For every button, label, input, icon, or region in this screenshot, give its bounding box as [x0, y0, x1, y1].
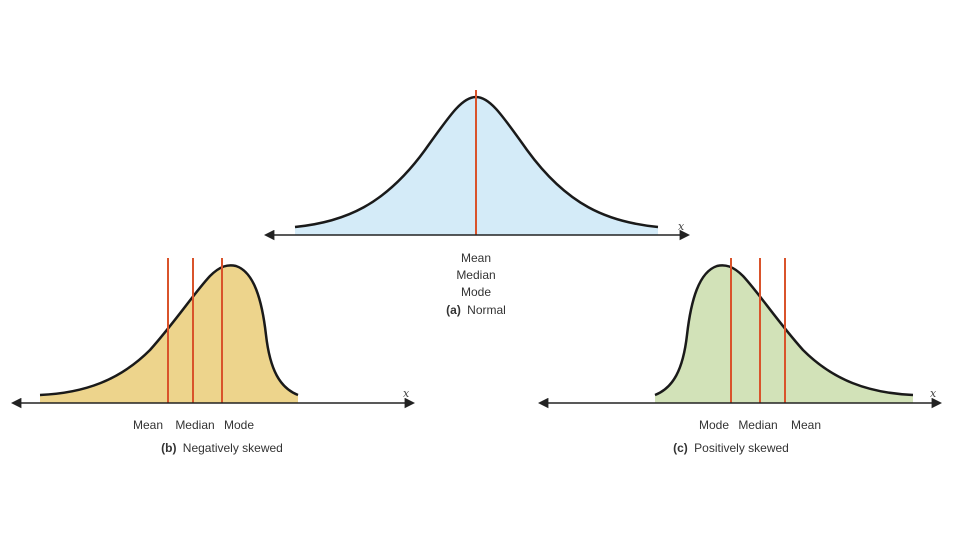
positive-stat-mode: Mode	[699, 418, 729, 432]
negative-caption: (b) Negatively skewed	[161, 441, 283, 455]
negative-x-axis-label: x	[403, 387, 410, 400]
negative-stat-mean: Mean	[133, 418, 163, 432]
negative-stat-median: Median	[175, 418, 214, 432]
positive-caption: (c) Positively skewed	[673, 441, 789, 455]
normal-caption: (a) Normal	[446, 303, 506, 317]
normal-distribution-panel: x Mean Median Mode (a) Normal	[263, 90, 691, 317]
positive-stat-mean: Mean	[791, 418, 821, 432]
negative-skew-panel: x Mean Median Mode (b) Negatively skewed	[10, 258, 416, 455]
negative-caption-text: Negatively skewed	[183, 441, 283, 455]
positive-caption-text: Positively skewed	[694, 441, 789, 455]
normal-caption-letter: (a)	[446, 303, 461, 317]
normal-stat-mode: Mode	[461, 285, 491, 299]
negative-curve	[39, 264, 299, 397]
normal-stat-median: Median	[456, 268, 495, 282]
positive-stat-median: Median	[738, 418, 777, 432]
normal-x-axis-label: x	[678, 220, 685, 233]
positive-x-axis-label: x	[930, 387, 937, 400]
positive-caption-letter: (c)	[673, 441, 688, 455]
positive-curve	[654, 264, 914, 397]
normal-caption-text: Normal	[467, 303, 506, 317]
normal-stat-mean: Mean	[461, 251, 491, 265]
positive-skew-panel: x Mode Median Mean (c) Positively skewed	[537, 258, 943, 455]
negative-stat-mode: Mode	[224, 418, 254, 432]
negative-caption-letter: (b)	[161, 441, 176, 455]
